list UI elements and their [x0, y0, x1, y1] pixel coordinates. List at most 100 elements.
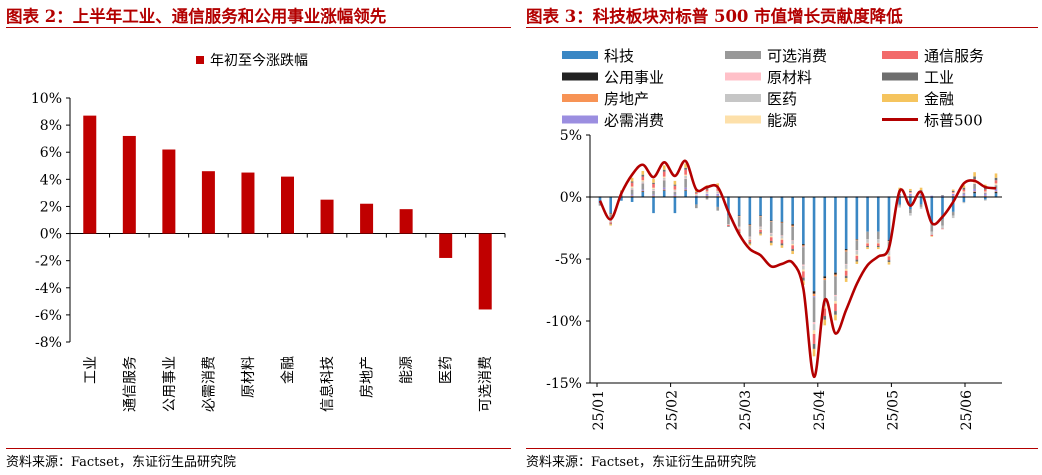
x-tick-label: 公用事业: [162, 356, 178, 412]
bar-segment: [695, 194, 698, 196]
bar-segment: [684, 167, 687, 170]
bar-segment: [716, 197, 720, 207]
bar-segment: [994, 173, 998, 178]
bar-segment: [930, 195, 934, 197]
bar-segment: [652, 195, 655, 197]
bar-segment: [662, 179, 666, 181]
bar-segment: [930, 224, 934, 232]
bar-segment: [919, 187, 923, 191]
bar-segment: [887, 256, 891, 261]
bar-segment: [834, 274, 837, 277]
x-tick-label: 金融: [281, 356, 297, 384]
bar-segment: [759, 227, 762, 230]
x-tick-label: 25/06: [959, 390, 975, 430]
bar-segment: [662, 189, 666, 191]
right-source-rule: [526, 448, 1038, 449]
left-bar-chart: 年初至今涨跌幅 10% 8% 6% 4% 2% 0% -2% -4% -6% -8% 工业 通信服务 公用…: [31, 52, 506, 412]
bar-segment: [684, 175, 687, 179]
bar-segment: [662, 187, 666, 190]
bar-segment: [684, 179, 687, 188]
bar-segment: [609, 214, 613, 221]
bar-segment: [909, 188, 912, 191]
bar-segment: [641, 170, 645, 175]
bar-segment: [673, 192, 677, 195]
legend-label: 原材料: [767, 69, 812, 87]
bar-segment: [791, 250, 794, 255]
bar-segment: [780, 245, 784, 248]
bar-segment: [909, 190, 912, 193]
bar-segment: [791, 224, 794, 226]
legend-label: 金融: [924, 90, 954, 108]
bar-segment: [641, 183, 645, 190]
bar-segment: [705, 193, 709, 194]
bar-segment: [909, 192, 912, 194]
bar-segment: [844, 263, 848, 265]
bar-segment: [780, 222, 784, 224]
bar-segment: [673, 180, 677, 185]
legend-swatch: [562, 94, 598, 102]
bar-segment: [951, 211, 955, 216]
bar-segment: [887, 262, 891, 265]
x-tick-label: 25/05: [885, 390, 901, 430]
bar-segment: [834, 311, 837, 315]
bar-segment: [866, 197, 869, 232]
bar-segment: [716, 193, 720, 196]
bar-segment: [748, 197, 752, 225]
bar-segment: [748, 242, 752, 244]
bar-segment: [823, 280, 827, 300]
y-tick-label: 10%: [31, 91, 62, 107]
bar-segment: [951, 192, 955, 194]
bar-segment: [983, 197, 987, 200]
bar-segment: [994, 193, 998, 197]
legend-label: 房地产: [604, 90, 649, 108]
bar-segment: [684, 189, 687, 191]
legend-swatch: [725, 115, 761, 124]
bar-segment: [684, 169, 687, 175]
bar-segment: [727, 224, 730, 225]
bar-segment: [716, 191, 720, 194]
bar-segment: [855, 239, 859, 240]
bar-segment: [641, 181, 645, 183]
bar-segment: [641, 174, 645, 177]
bar-segment: [919, 204, 923, 207]
bar-segment: [630, 195, 634, 197]
bar-segment: [951, 215, 955, 219]
bar-segment: [973, 183, 976, 184]
bar: [360, 203, 374, 234]
bar-segment: [983, 193, 987, 196]
bar-segment: [641, 191, 645, 193]
legend-label: 必需消费: [604, 112, 664, 130]
bar-segment: [727, 197, 730, 216]
bar-segment: [951, 192, 955, 193]
bar-segment: [844, 270, 848, 276]
bar-segment: [844, 197, 848, 250]
bar-segment: [876, 242, 880, 244]
bar-segment: [630, 182, 634, 187]
bar-segment: [930, 234, 934, 237]
bar-segment: [705, 191, 709, 193]
bar-segment: [684, 187, 687, 190]
bar-segment: [898, 197, 901, 205]
bar-segment: [812, 296, 816, 298]
bar-segment: [834, 301, 837, 304]
bar-segment: [823, 278, 827, 281]
bar-segment: [919, 206, 923, 209]
bar-segment: [652, 188, 655, 191]
bar-segment: [727, 215, 730, 225]
bar-segment: [780, 236, 784, 239]
bar-segment: [834, 276, 837, 295]
bar-segment: [962, 192, 966, 193]
bar-segment: [780, 238, 784, 240]
bar-segment: [630, 186, 634, 188]
bar-segment: [737, 226, 741, 228]
bar-segment: [652, 187, 655, 189]
x-tick-label: 25/04: [812, 390, 828, 430]
bar-segment: [737, 216, 741, 217]
bar-segment: [962, 201, 966, 204]
bar: [399, 209, 413, 234]
y-tick-label: -2%: [35, 254, 62, 270]
bar-segment: [791, 240, 794, 242]
bar-segment: [844, 268, 848, 271]
bar-segment: [609, 220, 613, 222]
